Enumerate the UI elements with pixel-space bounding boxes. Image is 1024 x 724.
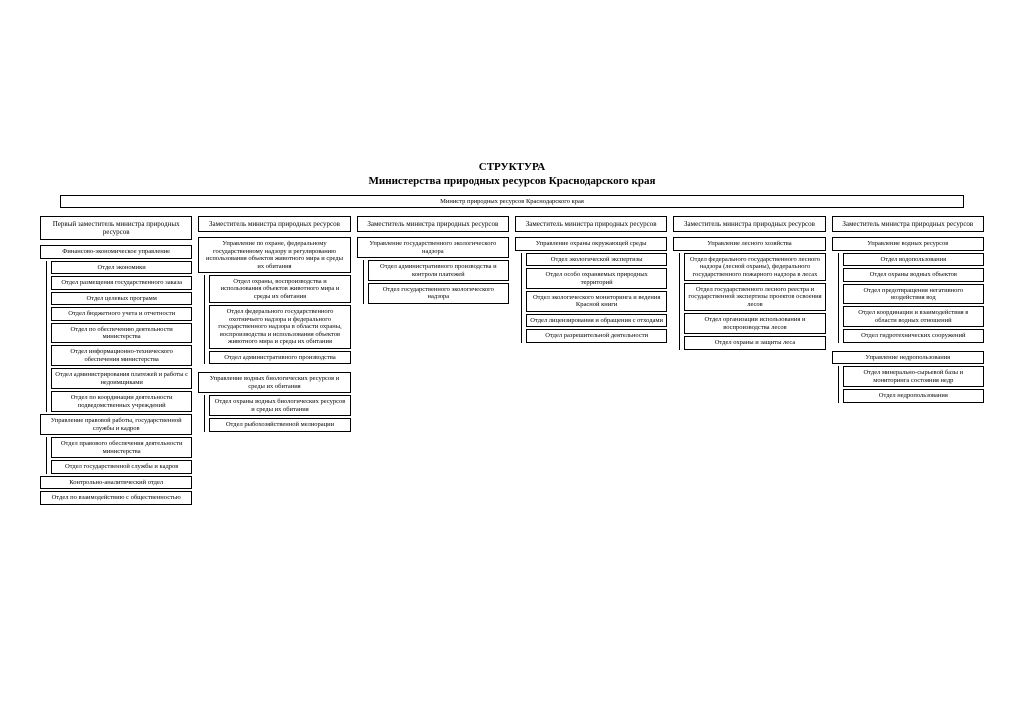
- dept-box: Отдел административного производства: [209, 351, 350, 364]
- col-deputy-3: Заместитель министра природных ресурсов …: [357, 216, 509, 304]
- dept-box: Отдел экологического мониторинга и веден…: [526, 291, 667, 312]
- mgmt-box: Управление лесного хозяйства: [673, 237, 825, 250]
- dept-box: Отдел экономики: [51, 261, 192, 274]
- deputy-head: Заместитель министра природных ресурсов: [357, 216, 509, 232]
- deputy-head: Заместитель министра природных ресурсов: [832, 216, 984, 232]
- deputy-head: Заместитель министра природных ресурсов: [673, 216, 825, 232]
- mgmt-box: Управление недропользования: [832, 351, 984, 364]
- columns-container: Первый заместитель министра природных ре…: [40, 216, 984, 504]
- dept-box: Отдел охраны водных объектов: [843, 268, 984, 281]
- col-deputy-2: Заместитель министра природных ресурсов …: [198, 216, 350, 431]
- dept-box: Отдел размещения государственного заказа: [51, 276, 192, 289]
- dept-box: Отдел федерального государственного охот…: [209, 305, 350, 348]
- dept-box: Отдел экологической экспертизы: [526, 253, 667, 266]
- dept-box: Отдел информационно-технического обеспеч…: [51, 345, 192, 366]
- title-line1: СТРУКТУРА: [40, 160, 984, 174]
- dept-box: Отдел федерального государственного лесн…: [684, 253, 825, 281]
- dept-box: Отдел административного производства и к…: [368, 260, 509, 281]
- dept-box: Отдел правового обеспечения деятельности…: [51, 437, 192, 458]
- dept-box: Отдел целевых программ: [51, 292, 192, 305]
- mgmt-box: Управление охраны окружающей среды: [515, 237, 667, 250]
- org-chart: СТРУКТУРА Министерства природных ресурсо…: [40, 160, 984, 505]
- dept-box: Отдел администрирования платежей и работ…: [51, 368, 192, 389]
- dept-box: Отдел лицензирования и обращения с отход…: [526, 314, 667, 327]
- dept-box: Отдел охраны, воспроизводства и использо…: [209, 275, 350, 303]
- dept-box: Отдел по обеспечению деятельности минист…: [51, 323, 192, 344]
- col-first-deputy: Первый заместитель министра природных ре…: [40, 216, 192, 504]
- mgmt-box: Управление государственного экологическо…: [357, 237, 509, 258]
- chart-title: СТРУКТУРА Министерства природных ресурсо…: [40, 160, 984, 189]
- dept-box: Отдел государственного лесного реестра и…: [684, 283, 825, 311]
- mgmt-box: Управление правовой работы, государствен…: [40, 414, 192, 435]
- dept-box: Отдел организации использования и воспро…: [684, 313, 825, 334]
- mgmt-box: Управление по охране, федеральному госуд…: [198, 237, 350, 273]
- mgmt-box: Управление водных биологических ресурсов…: [198, 372, 350, 393]
- col-deputy-5: Заместитель министра природных ресурсов …: [673, 216, 825, 350]
- dept-box: Отдел гидротехнических сооружений: [843, 329, 984, 342]
- dept-box: Отдел государственной службы и кадров: [51, 460, 192, 473]
- mgmt-box: Финансово-экономическое управление: [40, 245, 192, 258]
- dept-box: Отдел минерально-сырьевой базы и монитор…: [843, 366, 984, 387]
- dept-box: Отдел предотвращения негативного воздейс…: [843, 284, 984, 305]
- dept-box: Отдел бюджетного учета и отчетности: [51, 307, 192, 320]
- dept-box: Отдел особо охраняемых природных террито…: [526, 268, 667, 289]
- dept-box: Отдел по координации деятельности подвед…: [51, 391, 192, 412]
- dept-box: Отдел координации и взаимодействия в обл…: [843, 306, 984, 327]
- deputy-head: Заместитель министра природных ресурсов: [515, 216, 667, 232]
- dept-box: Отдел водопользования: [843, 253, 984, 266]
- mgmt-box: Управление водных ресурсов: [832, 237, 984, 250]
- dept-box: Отдел охраны и защиты леса: [684, 336, 825, 349]
- dept-box: Отдел охраны водных биологических ресурс…: [209, 395, 350, 416]
- deputy-head: Заместитель министра природных ресурсов: [198, 216, 350, 232]
- col-deputy-6: Заместитель министра природных ресурсов …: [832, 216, 984, 403]
- dept-box: Контрольно-аналитический отдел: [40, 476, 192, 489]
- deputy-head: Первый заместитель министра природных ре…: [40, 216, 192, 240]
- title-line2: Министерства природных ресурсов Краснода…: [40, 174, 984, 188]
- minister-box: Министр природных ресурсов Краснодарског…: [60, 195, 964, 208]
- dept-box: Отдел разрешительной деятельности: [526, 329, 667, 342]
- dept-box: Отдел рыбохозяйственной мелиорации: [209, 418, 350, 431]
- dept-box: Отдел государственного экологического на…: [368, 283, 509, 304]
- dept-box: Отдел по взаимодействию с общественность…: [40, 491, 192, 504]
- dept-box: Отдел недропользования: [843, 389, 984, 402]
- col-deputy-4: Заместитель министра природных ресурсов …: [515, 216, 667, 343]
